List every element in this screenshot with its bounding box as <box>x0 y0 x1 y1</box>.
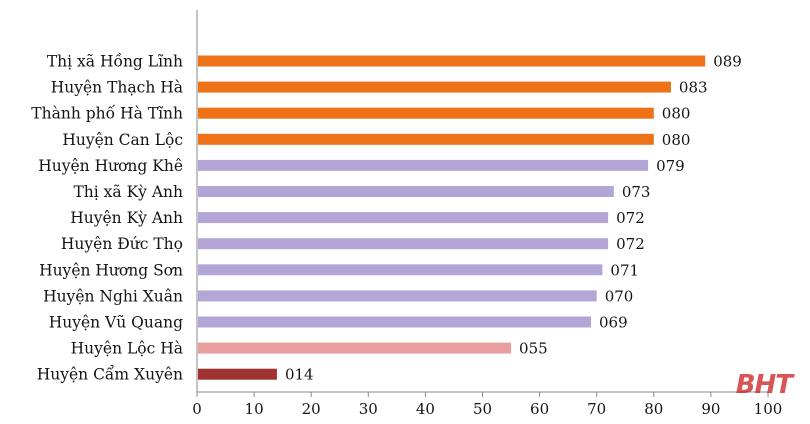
bar <box>198 368 277 380</box>
data-label: 080 <box>662 105 691 123</box>
x-tick-label: 100 <box>754 400 783 418</box>
category-label: Thị xã Hồng Lĩnh <box>47 53 183 71</box>
category-label: Thành phố Hà Tĩnh <box>31 105 183 123</box>
x-axis-ticks: 0 10 20 30 40 50 60 70 80 90 100 <box>192 392 782 418</box>
category-label: Huyện Can Lộc <box>62 131 183 149</box>
x-tick-label: 50 <box>473 400 492 418</box>
bar <box>198 107 654 119</box>
category-label: Thị xã Kỳ Anh <box>73 183 183 201</box>
bar <box>198 342 512 354</box>
data-label: 083 <box>679 79 708 97</box>
x-tick-label: 20 <box>302 400 321 418</box>
category-label: Huyện Đức Thọ <box>61 235 183 253</box>
bar <box>198 264 603 276</box>
bar <box>198 55 706 67</box>
bar <box>198 290 597 302</box>
x-tick-label: 40 <box>416 400 435 418</box>
x-tick-label: 0 <box>192 400 202 418</box>
data-label: 070 <box>605 287 634 305</box>
data-label: 071 <box>610 261 639 279</box>
category-label: Huyện Thạch Hà <box>51 79 183 97</box>
data-label: 073 <box>622 183 651 201</box>
bht-logo-watermark: BHT <box>735 370 793 400</box>
chart-axes <box>196 10 768 393</box>
category-label: Huyện Cẩm Xuyên <box>37 366 183 384</box>
bar <box>198 133 654 145</box>
value-labels: 089 083 080 080 079 073 072 072 071 070 069 055 014 <box>285 53 742 384</box>
category-label: Huyện Hương Khê <box>38 157 183 175</box>
bar <box>198 81 671 93</box>
data-label: 055 <box>519 340 548 358</box>
x-tick-label: 70 <box>587 400 606 418</box>
data-label: 069 <box>599 314 628 332</box>
bar <box>198 316 591 328</box>
bar <box>198 159 649 171</box>
x-tick-label: 60 <box>530 400 549 418</box>
category-label: Huyện Hương Sơn <box>39 261 183 279</box>
x-tick-label: 10 <box>245 400 264 418</box>
data-label: 080 <box>662 131 691 149</box>
data-label: 072 <box>616 235 645 253</box>
x-tick-label: 90 <box>701 400 720 418</box>
bar <box>198 238 609 250</box>
data-label: 072 <box>616 209 645 227</box>
data-label: 089 <box>713 53 742 71</box>
data-label: 079 <box>656 157 685 175</box>
x-tick-label: 30 <box>359 400 378 418</box>
category-label: Huyện Nghi Xuân <box>43 287 183 305</box>
category-label: Huyện Vũ Quang <box>49 314 183 332</box>
category-labels: Thị xã Hồng Lĩnh Huyện Thạch Hà Thành phố … <box>31 53 183 384</box>
category-label: Huyện Lộc Hà <box>71 340 183 358</box>
data-label: 014 <box>285 366 314 384</box>
bar <box>198 186 614 197</box>
bar <box>198 212 609 224</box>
category-label: Huyện Kỳ Anh <box>70 209 183 227</box>
chart-bars <box>198 55 706 380</box>
x-tick-label: 80 <box>644 400 663 418</box>
